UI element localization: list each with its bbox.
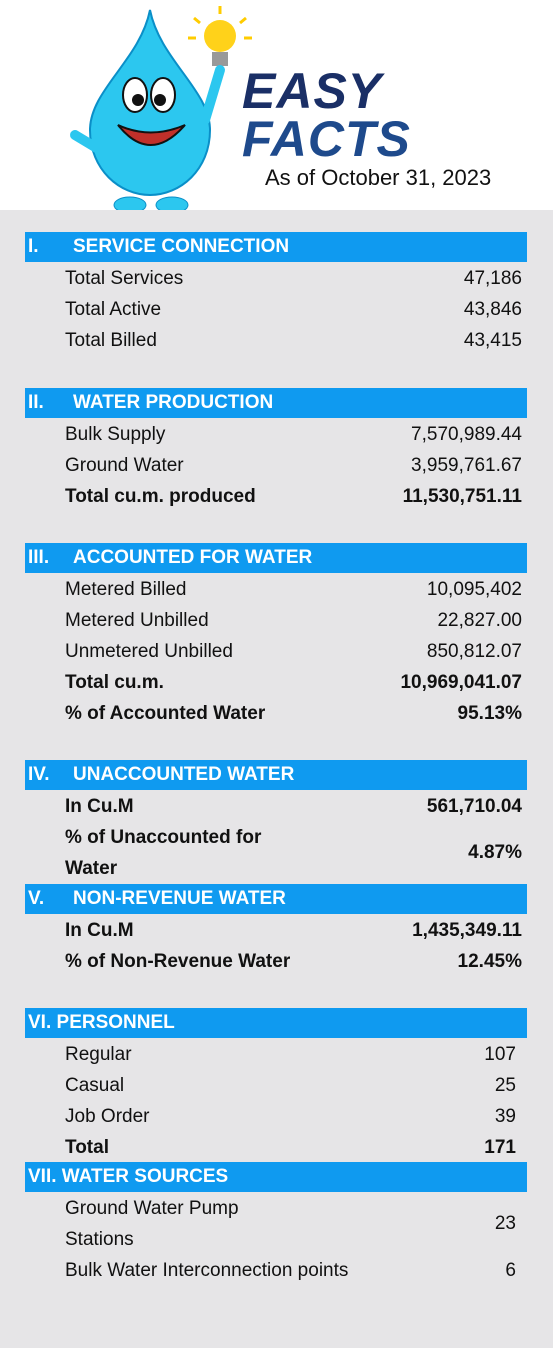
section-numeral: V. [28,888,45,909]
fact-label: Total Services [65,268,184,289]
fact-value: 171 [484,1136,516,1158]
fact-value: 7,570,989.44 [411,423,522,445]
fact-value: 10,969,041.07 [400,671,522,693]
fact-label: Total Billed [65,330,157,351]
fact-row: Metered Unbilled 22,827.00 [65,605,522,636]
section-header: II. WATER PRODUCTION [25,388,527,418]
section-numeral: III. [28,547,50,568]
fact-row: Total cu.m. 10,969,041.07 [65,667,522,698]
fact-label: Regular [65,1044,132,1065]
fact-label: Total [65,1137,109,1158]
fact-value: 1,435,349.11 [412,919,522,941]
fact-row: Total Services 47,186 [65,263,522,294]
fact-row: Total cu.m. produced 11,530,751.11 [65,481,522,512]
fact-label: Metered Billed [65,579,187,600]
fact-label: Total cu.m. [65,672,164,693]
fact-row: Casual 25 [65,1070,516,1101]
fact-value: 561,710.04 [426,795,522,817]
section-title: UNACCOUNTED WATER [73,764,295,785]
section-header: VII. WATER SOURCES [25,1162,527,1192]
fact-value: 6 [505,1259,516,1281]
fact-row: Total Billed 43,415 [65,325,522,356]
fact-label: Casual [65,1075,125,1096]
section-numeral: IV. [28,764,50,785]
fact-value: 47,186 [463,267,522,289]
fact-row: % of Non-Revenue Water 12.45% [65,946,522,977]
fact-row: Bulk Water Interconnection points 6 [65,1255,516,1286]
fact-row: Total 171 [65,1132,516,1163]
fact-row: % of Unaccounted for Water 4.87% [65,822,522,884]
title-easy: EASY [242,63,383,119]
fact-label: In Cu.M [65,920,134,941]
section-numeral: II. [28,392,44,413]
fact-row: Total Active 43,846 [65,294,522,325]
drop [88,9,212,197]
section-header: V. NON-REVENUE WATER [25,884,527,914]
fact-row: Metered Billed 10,095,402 [65,574,522,605]
fact-value: 25 [494,1074,516,1096]
fact-value: 39 [494,1105,516,1127]
section-numeral: VI. [28,1012,52,1033]
section-title: ACCOUNTED FOR WATER [73,547,313,568]
fact-row: % of Accounted Water 95.13% [65,698,522,729]
section-header: I. SERVICE CONNECTION [25,232,527,262]
date: As of October 31, 2023 [265,165,492,190]
fact-value: 95.13% [457,702,522,724]
fact-value: 43,846 [463,298,522,320]
fact-row: Job Order 39 [65,1101,516,1132]
fact-value: 11,530,751.11 [402,485,522,507]
fact-value: 3,959,761.67 [411,454,522,476]
bulb [188,6,252,66]
fact-label: Total cu.m. produced [65,486,256,507]
section-header: III. ACCOUNTED FOR WATER [25,543,527,573]
fact-label: Bulk Water Interconnection points [65,1260,349,1281]
section-header: IV. UNACCOUNTED WATER [25,760,527,790]
section-header: VI. PERSONNEL [25,1008,527,1038]
fact-value: 12.45% [457,950,522,972]
fact-row: In Cu.M 561,710.04 [65,791,522,822]
fact-row: Ground Water Pump Stations 23 [65,1193,516,1255]
fact-label: Ground Water Pump Stations [65,1198,239,1250]
fact-label: % of Accounted Water [65,703,266,724]
section-title: WATER PRODUCTION [73,392,274,413]
fact-value: 10,095,402 [426,578,522,600]
fact-label: Total Active [65,299,162,320]
section-numeral: I. [28,236,39,257]
fact-label: % of Non-Revenue Water [65,951,291,972]
fact-label: % of Unaccounted for Water [65,827,262,879]
fact-value: 22,827.00 [437,609,522,631]
fact-label: Ground Water [65,455,184,476]
fact-label: Bulk Supply [65,424,166,445]
section-title: NON-REVENUE WATER [73,888,286,909]
section-numeral: VII. [28,1166,57,1187]
fact-value: 43,415 [463,329,522,351]
fact-row: Bulk Supply 7,570,989.44 [65,419,522,450]
fact-label: In Cu.M [65,796,134,817]
fact-row: Unmetered Unbilled 850,812.07 [65,636,522,667]
fact-row: Ground Water 3,959,761.67 [65,450,522,481]
section-title: SERVICE CONNECTION [73,236,290,257]
section-title: WATER SOURCES [61,1166,229,1187]
fact-label: Metered Unbilled [65,610,209,631]
mascot [70,6,252,214]
fact-value: 4.87% [468,842,522,863]
fact-row: Regular 107 [65,1039,516,1070]
fact-value: 107 [484,1043,516,1065]
fact-value: 23 [494,1213,516,1234]
fact-value: 850,812.07 [426,640,522,662]
fact-label: Unmetered Unbilled [65,641,233,662]
fact-label: Job Order [65,1106,150,1127]
fact-row: In Cu.M 1,435,349.11 [65,915,522,946]
title-facts: FACTS [242,111,411,167]
section-title: PERSONNEL [56,1012,175,1033]
